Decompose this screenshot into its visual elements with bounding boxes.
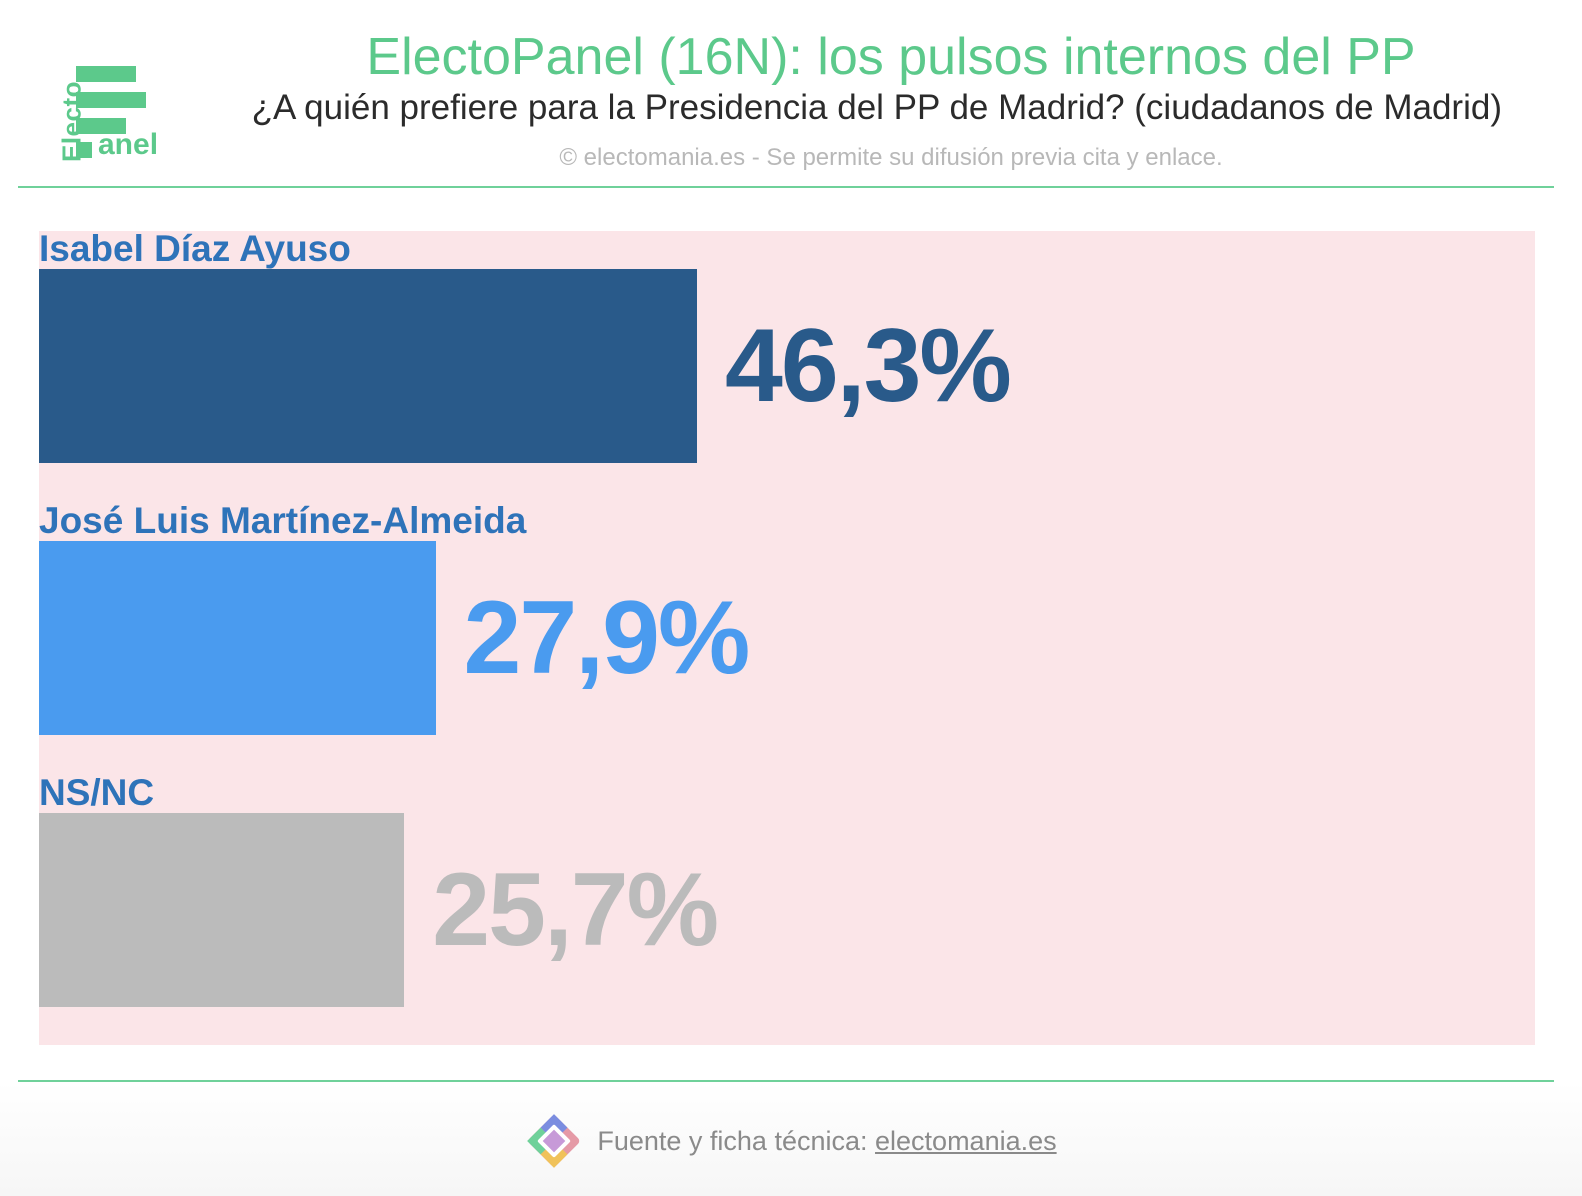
electopanel-logo: Electo anel xyxy=(40,62,170,166)
value-label: 46,3% xyxy=(725,307,1012,424)
logo-bar xyxy=(76,118,126,134)
footer: Fuente y ficha técnica: electomania.es xyxy=(0,1112,1582,1170)
footer-background xyxy=(0,1082,1582,1196)
footer-source-label: Fuente y ficha técnica: xyxy=(597,1125,876,1156)
chart-panel: Isabel Díaz Ayuso 46,3% José Luis Martínez… xyxy=(39,228,1535,1045)
category-label: Isabel Díaz Ayuso xyxy=(39,228,351,269)
logo-bar xyxy=(76,92,146,108)
category-label: NS/NC xyxy=(39,772,155,813)
bar xyxy=(39,541,436,735)
header-divider xyxy=(18,186,1554,188)
bar xyxy=(39,813,405,1007)
category-label: José Luis Martínez-Almeida xyxy=(39,500,527,541)
chart-title: ElectoPanel (16N): los pulsos internos d… xyxy=(366,28,1416,86)
logo-bar xyxy=(76,142,92,158)
electomania-logo-icon xyxy=(527,1114,580,1168)
value-label: 25,7% xyxy=(432,851,719,968)
footer-divider xyxy=(18,1080,1554,1082)
logo-bottom-text: anel xyxy=(98,128,159,161)
bar xyxy=(39,269,697,463)
logo-bar xyxy=(76,66,136,82)
copyright-notice: © electomania.es - Se permite su difusió… xyxy=(559,144,1223,171)
chart-subtitle: ¿A quién prefiere para la Presidencia de… xyxy=(251,88,1502,127)
value-label: 27,9% xyxy=(463,579,751,696)
footer-source-link[interactable]: electomania.es xyxy=(875,1125,1057,1156)
